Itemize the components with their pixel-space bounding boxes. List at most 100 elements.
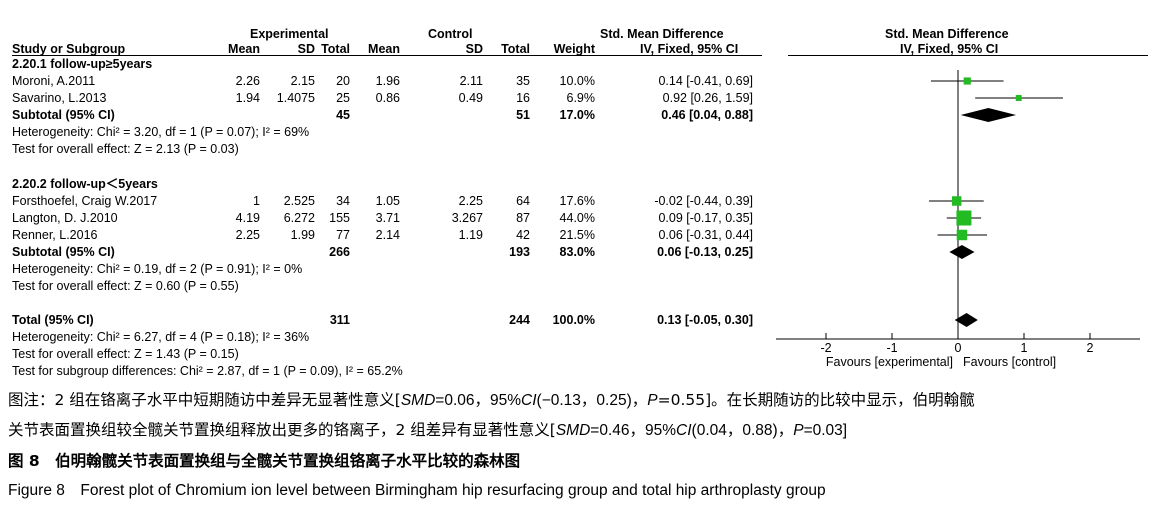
subtotal-label: Subtotal (95% CI) — [12, 108, 115, 122]
cell-sd-exp: 6.272 — [283, 211, 315, 225]
control-group-header: Control — [428, 27, 473, 41]
overall-effect-text: Test for overall effect: Z = 2.13 (P = 0… — [12, 142, 239, 156]
note-p-label: P — [647, 392, 658, 409]
subtotal-total-ctl: 193 — [509, 245, 530, 259]
cell-weight: 21.5% — [559, 228, 595, 242]
cell-mean-exp: 2.26 — [235, 74, 260, 88]
cell-sd-ctl: 2.11 — [459, 74, 483, 88]
plot-title: Std. Mean Difference — [885, 27, 1009, 41]
cell-sd-ctl: 1.19 — [458, 228, 483, 242]
cell-mean-ctl: 1.05 — [375, 194, 400, 208]
forest-plot: -2 -1 0 1 2 Favours [experimental] Favours [co… — [776, 70, 1140, 369]
subtotal-label: Subtotal (95% CI) — [12, 245, 115, 259]
cell-total-ctl: 35 — [516, 74, 530, 88]
col-total-exp: Total — [321, 42, 350, 56]
cell-total-exp: 155 — [329, 211, 350, 225]
heterogeneity-text: Heterogeneity: Chi² = 3.20, df = 1 (P = … — [12, 125, 310, 139]
cell-mean-exp: 2.25 — [235, 228, 260, 242]
cell-sd-ctl: 2.25 — [458, 194, 483, 208]
note-text: (0.04，0.88)， — [691, 422, 794, 439]
x-tick-label: 1 — [1021, 341, 1028, 355]
cell-ci: 0.14 [-0.41, 0.69] — [658, 74, 753, 88]
study-marker — [1015, 95, 1022, 101]
overall-effect-text: Test for overall effect: Z = 1.43 (P = 0… — [12, 347, 239, 361]
col-total-ctl: Total — [501, 42, 530, 56]
cell-sd-exp: 2.15 — [290, 74, 315, 88]
header-rule-table — [12, 55, 762, 56]
cell-total-ctl: 42 — [516, 228, 530, 242]
cell-total-exp: 25 — [336, 91, 350, 105]
cell-total-exp: 34 — [336, 194, 350, 208]
study-marker — [963, 77, 971, 85]
figure-note-line1: 图注：2 组在铬离子水平中短期随访中差异无显著性意义[SMD=0.06，95%C… — [8, 390, 975, 411]
heterogeneity-text: Heterogeneity: Chi² = 6.27, df = 4 (P = … — [12, 330, 310, 344]
study-marker — [951, 196, 962, 206]
cell-sd-exp: 1.99 — [290, 228, 315, 242]
x-tick-label: 2 — [1087, 341, 1094, 355]
cell-weight: 44.0% — [559, 211, 595, 225]
subtotal-ci: 0.46 [0.04, 0.88] — [661, 108, 753, 122]
header-rule-plot — [788, 55, 1148, 56]
subtotal-total-exp: 45 — [336, 108, 350, 122]
study-name: Renner, L.2016 — [12, 228, 98, 242]
total-label: Total (95% CI) — [12, 313, 94, 327]
summary-diamond — [949, 245, 975, 259]
cell-total-exp: 20 — [336, 74, 350, 88]
cell-weight: 17.6% — [559, 194, 595, 208]
cell-total-ctl: 16 — [516, 91, 530, 105]
subtotal-weight: 17.0% — [559, 108, 595, 122]
summary-diamond — [960, 108, 1017, 122]
note-ci-label: CI — [521, 392, 537, 409]
cell-total-ctl: 64 — [516, 194, 530, 208]
figure-caption-en: Figure 8 Forest plot of Chromium ion lev… — [8, 482, 826, 499]
cell-mean-exp: 1 — [253, 194, 260, 208]
note-text: 图注：2 组在铬离子水平中短期随访中差异无显著性意义[ — [8, 391, 401, 409]
study-name: Savarino, L.2013 — [12, 91, 107, 105]
total-ci: 0.13 [-0.05, 0.30] — [657, 313, 753, 327]
total-total-ctl: 244 — [509, 313, 530, 327]
figure-caption-cn: 图 8 伯明翰髋关节表面置换组与全髋关节置换组铬离子水平比较的森林图 — [8, 452, 521, 470]
note-text: (−0.13，0.25)， — [536, 392, 648, 409]
cell-sd-exp: 2.525 — [283, 194, 315, 208]
study-name: Moroni, A.2011 — [12, 74, 96, 88]
x-tick-label: -2 — [820, 341, 831, 355]
overall-effect-text: Test for overall effect: Z = 0.60 (P = 0… — [12, 279, 239, 293]
figure-note-line2: 关节表面置换组较全髋关节置换组释放出更多的铬离子，2 组差异有显著性意义[SMD… — [8, 420, 847, 441]
cell-total-exp: 77 — [336, 228, 350, 242]
summary-diamond — [954, 313, 978, 327]
note-text: =0.03] — [803, 422, 848, 439]
favours-control-label: Favours [control] — [963, 355, 1056, 369]
favours-experimental-label: Favours [experimental] — [826, 355, 953, 369]
col-sd-exp: SD — [297, 42, 315, 56]
col-ci: IV, Fixed, 95% CI — [640, 42, 739, 56]
subgroup2-title: 2.20.2 follow-up＜5years — [12, 177, 158, 191]
cell-ci: 0.06 [-0.31, 0.44] — [658, 228, 753, 242]
note-smd-label: SMD — [555, 422, 591, 439]
subtotal-total-exp: 266 — [329, 245, 350, 259]
study-name: Langton, D. J.2010 — [12, 211, 118, 225]
cell-mean-ctl: 0.86 — [375, 91, 400, 105]
cell-total-ctl: 87 — [516, 211, 530, 225]
cell-mean-ctl: 3.71 — [375, 211, 400, 225]
effect-header: Std. Mean Difference — [600, 27, 724, 41]
cell-ci: 0.09 [-0.17, 0.35] — [658, 211, 753, 225]
cell-mean-exp: 1.94 — [235, 91, 260, 105]
cell-mean-ctl: 1.96 — [375, 74, 400, 88]
experimental-group-header: Experimental — [250, 27, 329, 41]
note-text: 关节表面置换组较全髋关节置换组释放出更多的铬离子，2 组差异有显著性意义[ — [8, 421, 556, 439]
heterogeneity-text: Heterogeneity: Chi² = 0.19, df = 2 (P = … — [12, 262, 303, 276]
total-weight: 100.0% — [552, 313, 595, 327]
total-total-exp: 311 — [329, 313, 350, 327]
note-smd-label: SMD — [400, 392, 436, 409]
note-text: =0.55]。在长期随访的比较中显示，伯明翰髋 — [657, 391, 975, 409]
study-marker — [956, 210, 972, 226]
col-study: Study or Subgroup — [12, 42, 126, 56]
cell-weight: 10.0% — [559, 74, 595, 88]
note-text: =0.46，95% — [590, 422, 677, 439]
subtotal-weight: 83.0% — [559, 245, 595, 259]
note-text: =0.06，95% — [435, 392, 522, 409]
cell-sd-ctl: 0.49 — [458, 91, 483, 105]
cell-mean-exp: 4.19 — [235, 211, 260, 225]
cell-weight: 6.9% — [566, 91, 596, 105]
cell-sd-exp: 1.4075 — [276, 91, 315, 105]
